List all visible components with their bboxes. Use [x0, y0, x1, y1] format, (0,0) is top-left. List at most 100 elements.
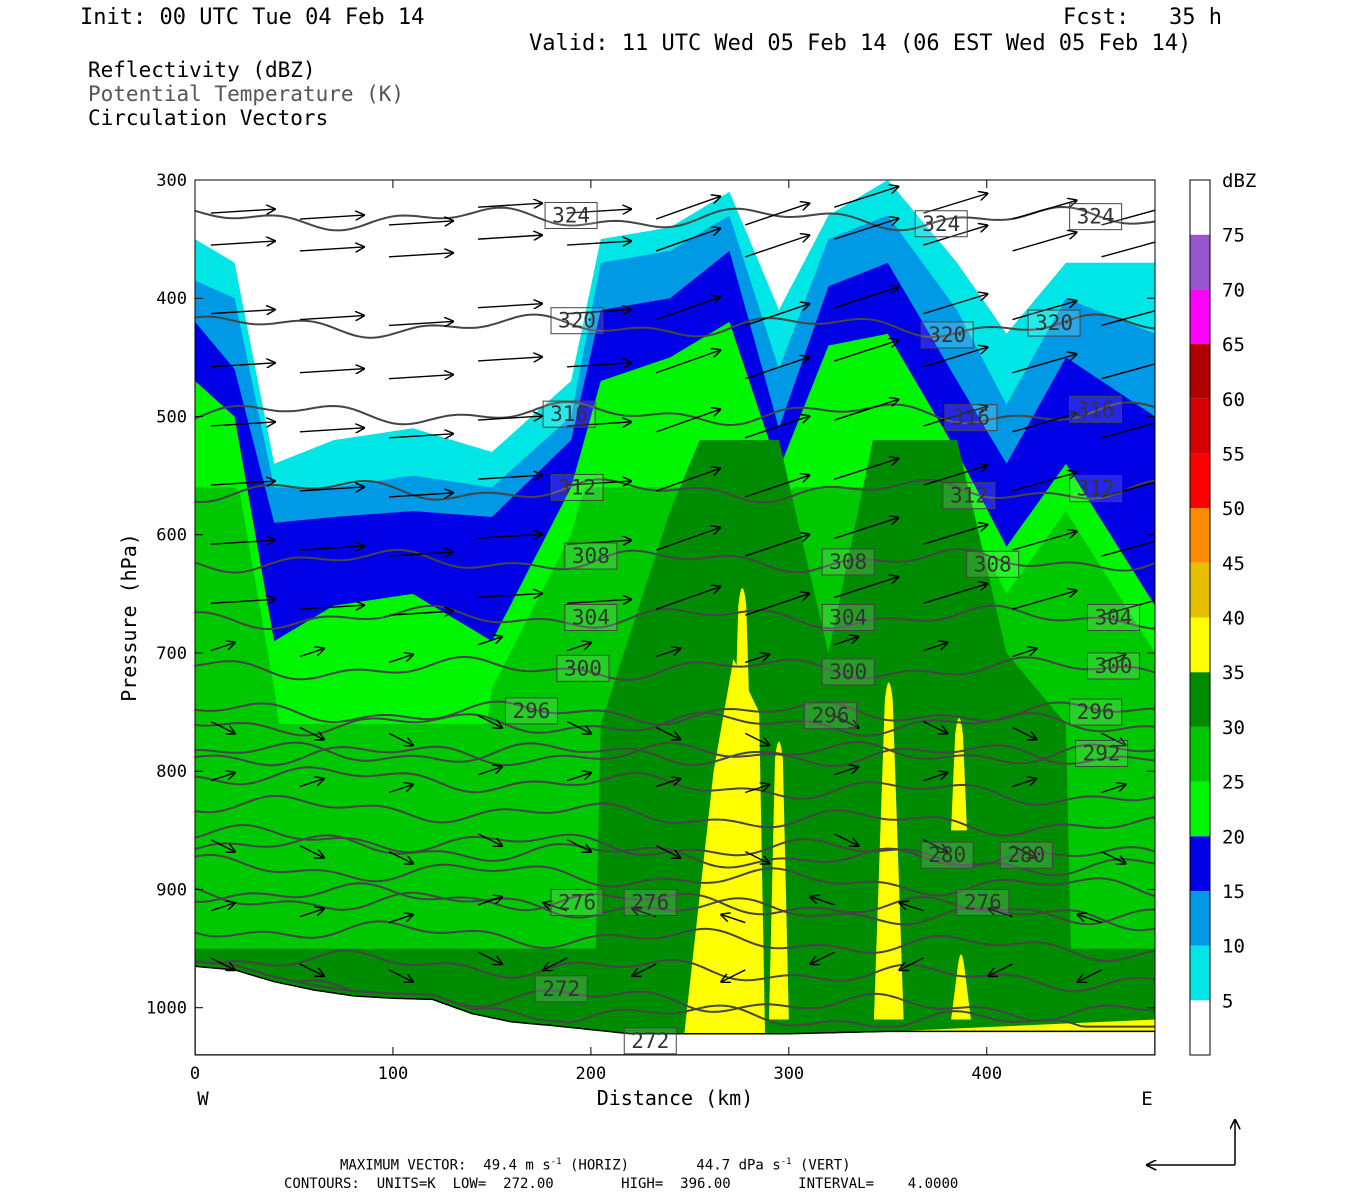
circulation-vector [299, 487, 364, 491]
contour-label-box [999, 841, 1053, 869]
west-label: W [197, 1088, 209, 1110]
colorbar-bin [1190, 234, 1210, 290]
contour-label: 296 [1077, 700, 1115, 724]
circulation-vector [566, 839, 591, 852]
circulation-vector [745, 235, 809, 258]
circulation-vector [477, 833, 502, 846]
contour-label: 316 [952, 406, 990, 430]
contour-label-box [803, 702, 857, 730]
contour-label-box [920, 841, 974, 869]
y-tick-label: 700 [156, 644, 187, 664]
y-tick-label: 1000 [146, 999, 187, 1019]
colorbar-label: 40 [1222, 608, 1245, 630]
colorbar-bin [1190, 344, 1210, 399]
circulation-vector [478, 593, 542, 597]
circulation-vector [834, 833, 858, 846]
theta-contour-line [195, 205, 1155, 232]
contour-label-box [1075, 739, 1129, 767]
circulation-vector [745, 785, 769, 794]
circulation-vector [567, 422, 631, 426]
contour-label: 320 [1035, 311, 1073, 335]
circulation-vector [923, 406, 987, 427]
colorbar: 5 10 15 20 25 30 35 40 45 50 55 60 65 70 75 dBZ [1189, 170, 1256, 1056]
circulation-vector [923, 347, 987, 368]
circulation-vector [478, 416, 542, 420]
contour-label-box [504, 697, 558, 725]
circulation-vector [388, 732, 413, 745]
circulation-vector [210, 957, 235, 970]
colorbar-bin [1190, 289, 1210, 345]
circulation-vector [388, 969, 413, 982]
circulation-vector [655, 649, 680, 658]
circulation-vector [477, 715, 502, 728]
circulation-vector [810, 897, 835, 906]
contour-label: 276 [631, 890, 669, 914]
circulation-vector [388, 253, 453, 257]
circulation-vector [1101, 785, 1126, 794]
x-tick-label: 0 [190, 1064, 200, 1084]
contour-label: 304 [572, 606, 610, 630]
contour-label-box [534, 975, 588, 1003]
circulation-vector [745, 416, 809, 439]
circulation-vector [834, 287, 898, 309]
init-time: Init: 00 UTC Tue 04 Feb 14 [80, 5, 425, 30]
circulation-vector [388, 434, 453, 438]
circulation-vector [210, 643, 235, 652]
contour-label: 292 [1083, 741, 1121, 765]
colorbar-label: 10 [1222, 936, 1245, 958]
circulation-vector [745, 475, 809, 498]
circulation-vector [745, 357, 809, 380]
contour-label-box [623, 888, 677, 916]
circulation-vector [567, 481, 631, 485]
colorbar-unit: dBZ [1222, 170, 1256, 192]
circulation-vector [655, 587, 720, 610]
colorbar-frame [1189, 179, 1211, 1056]
circulation-vector [988, 963, 1013, 976]
colorbar-bin [1190, 890, 1210, 946]
circulation-vector [923, 465, 987, 486]
circulation-vector [210, 773, 235, 782]
colorbar-bin [1190, 781, 1210, 837]
theta-contour-line [195, 740, 1155, 767]
circulation-vector [210, 903, 235, 912]
circulation-vector [1101, 241, 1155, 258]
circulation-vector [543, 957, 568, 970]
circulation-vector [477, 951, 502, 964]
contour-label: 296 [513, 699, 551, 723]
contour-label: 324 [922, 212, 960, 236]
circulation-vector [1012, 779, 1036, 788]
refl-35-40-core [769, 741, 789, 1020]
circulation-vector [299, 963, 324, 976]
theta-contour-line [195, 741, 1155, 768]
contour-label: 280 [1007, 843, 1045, 867]
theta-contour-line [195, 548, 1155, 574]
contour-label: 300 [1094, 654, 1132, 678]
circulation-vector [721, 915, 746, 924]
circulation-vector [1101, 850, 1126, 864]
circulation-vector [899, 957, 924, 970]
y-axis-label: Pressure (hPa) [117, 533, 141, 702]
circulation-vector [1012, 726, 1036, 739]
circulation-vector [478, 235, 542, 239]
circulation-vector [1101, 654, 1126, 664]
contour-label-box [821, 548, 875, 576]
contour-label-box [1069, 395, 1123, 423]
circulation-vector [299, 726, 324, 739]
theta-contour-line [195, 794, 1155, 837]
circulation-vector [923, 194, 987, 214]
circulation-vector [1012, 354, 1076, 374]
circulation-vector [655, 196, 720, 220]
circulation-vector [210, 363, 275, 367]
colorbar-label: 65 [1222, 334, 1245, 356]
circulation-vectors [210, 187, 1155, 982]
contour-label-box [821, 604, 875, 631]
contour-label: 316 [1077, 397, 1115, 421]
circulation-vector [210, 720, 235, 734]
contour-label: 296 [811, 704, 849, 728]
circulation-vector [210, 241, 275, 245]
circulation-vector [655, 726, 680, 739]
reference-vector-icon [1147, 1120, 1235, 1165]
theta-contour-line [195, 604, 1155, 631]
circulation-vector [923, 225, 987, 246]
circulation-vector [834, 637, 858, 646]
